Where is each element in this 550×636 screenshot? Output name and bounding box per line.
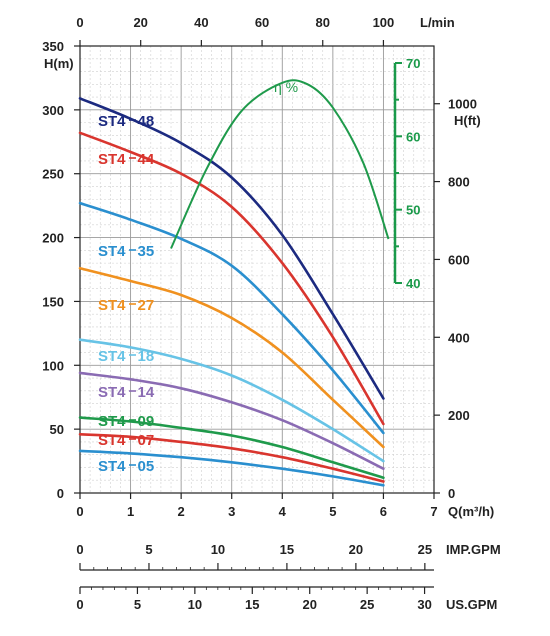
curve-st4-18	[78, 338, 385, 463]
efficiency-tick-label: 40	[406, 276, 420, 291]
curve-st4-27	[78, 266, 385, 449]
x-tick-label: 7	[430, 504, 437, 519]
top-tick-label: 80	[316, 15, 330, 30]
efficiency-tick-label: 70	[406, 56, 420, 71]
curve-st4-48	[78, 97, 385, 400]
x-tick-label: 3	[228, 504, 235, 519]
us-gpm-tick-label: 5	[134, 597, 141, 612]
chart-curves	[78, 79, 390, 487]
top-tick-label: 0	[76, 15, 83, 30]
y-tick-label: 150	[42, 294, 64, 309]
curve-st4-44	[78, 131, 385, 426]
ft-tick-label: 1000	[448, 97, 477, 112]
chart-labels: ST4 48 ST4 44 ST4 35 ST4 27 ST4 18 ST4 14 ST4 09 ST4 07…	[98, 79, 298, 475]
ft-tick-label: 200	[448, 408, 470, 423]
y-tick-label: 100	[42, 358, 64, 373]
us-gpm-tick-label: 15	[245, 597, 259, 612]
x-tick-label: 6	[380, 504, 387, 519]
efficiency-label: η %	[274, 79, 298, 95]
y-tick-label: 300	[42, 103, 64, 118]
efficiency-curve	[170, 79, 390, 249]
top-tick-label: 60	[255, 15, 269, 30]
curve-st4-14	[78, 371, 385, 470]
series-label-st4-09: ST4 09	[98, 413, 154, 430]
imp-gpm-tick-label: 0	[76, 542, 83, 557]
series-label-st4-35: ST4 35	[98, 243, 154, 260]
y-tick-label: 50	[50, 422, 64, 437]
series-label-st4-05: ST4 05	[98, 458, 154, 475]
top-tick-label: 20	[133, 15, 147, 30]
us-gpm-tick-label: 0	[76, 597, 83, 612]
ft-tick-label: 800	[448, 175, 470, 190]
efficiency-tick-label: 50	[406, 203, 420, 218]
x-tick-label: 1	[127, 504, 134, 519]
us-gpm-tick-label: 10	[188, 597, 202, 612]
series-label-st4-07: ST4 07	[98, 432, 154, 449]
series-label-st4-14: ST4 14	[98, 384, 155, 401]
imp-gpm-tick-label: 10	[211, 542, 225, 557]
series-label-st4-44: ST4 44	[98, 151, 155, 168]
x-tick-label: 0	[76, 504, 83, 519]
curve-st4-07	[78, 433, 385, 483]
y-tick-label: 250	[42, 167, 64, 182]
us-gpm-tick-label: 30	[417, 597, 431, 612]
ft-tick-label: 600	[448, 252, 470, 267]
x-tick-label: 5	[329, 504, 336, 519]
imp-gpm-axis-label: IMP.GPM	[446, 542, 501, 557]
top-tick-label: 100	[373, 15, 395, 30]
curve-st4-35	[78, 201, 385, 435]
efficiency-tick-label: 60	[406, 129, 420, 144]
y-tick-label: 0	[57, 486, 64, 501]
y-tick-label: 350	[42, 39, 64, 54]
curve-st4-09	[78, 416, 385, 479]
top-axis-label: L/min	[420, 15, 455, 30]
series-label-st4-18: ST4 18	[98, 348, 154, 365]
imp-gpm-tick-label: 25	[418, 542, 432, 557]
ft-tick-label: 400	[448, 330, 470, 345]
curve-st4-05	[78, 449, 385, 487]
ft-tick-label: 0	[448, 486, 455, 501]
imp-gpm-tick-label: 20	[349, 542, 363, 557]
series-label-st4-48: ST4 48	[98, 113, 154, 130]
us-gpm-tick-label: 20	[302, 597, 316, 612]
x-tick-label: 4	[279, 504, 287, 519]
us-gpm-tick-label: 25	[360, 597, 374, 612]
series-label-st4-27: ST4 27	[98, 297, 154, 314]
top-tick-label: 40	[194, 15, 208, 30]
y-tick-label: 200	[42, 231, 64, 246]
y-axis-label: H(m)	[44, 56, 74, 71]
x-tick-label: 2	[178, 504, 185, 519]
imp-gpm-tick-label: 5	[145, 542, 152, 557]
imp-gpm-tick-label: 15	[280, 542, 294, 557]
us-gpm-axis-label: US.GPM	[446, 597, 497, 612]
ft-axis-label: H(ft)	[454, 113, 481, 128]
chart-axes: 0 1 2 3 4 5 6 7 Q(m³/h)0 20 40 60 80 100 L/min05010015…	[42, 15, 500, 612]
x-axis-label: Q(m³/h)	[448, 504, 494, 519]
